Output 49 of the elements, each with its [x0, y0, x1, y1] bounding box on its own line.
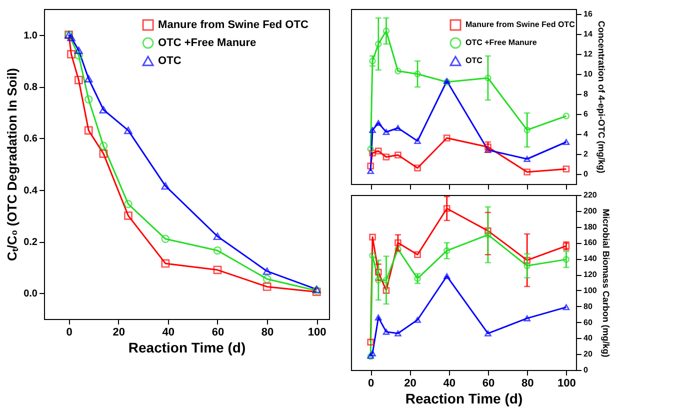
y-tick-label: 140 [584, 254, 598, 264]
x-tick-label: 100 [308, 326, 326, 338]
x-tick-label: 80 [261, 326, 274, 338]
x-axis-title: Reaction Time (d) [405, 390, 523, 406]
y-tick-label: 60 [584, 318, 593, 327]
y-tick-label: 1.0 [24, 30, 38, 42]
y-tick-label: 0 [584, 170, 588, 178]
y-tick-label: 100 [584, 286, 598, 295]
y-axis-title: Microbial Biomass Carbon (mg/kg) [600, 208, 611, 358]
y-tick-label: 14 [584, 30, 593, 38]
x-axis-title: Reaction Time (d) [128, 340, 246, 356]
y-tick-label: 16 [584, 10, 593, 18]
x-tick-label: 100 [558, 378, 576, 390]
y-tick-label: 10 [584, 70, 593, 78]
x-tick-label: 80 [521, 378, 534, 390]
y-tick-label: 180 [584, 222, 598, 232]
y-tick-label: 220 [584, 190, 598, 200]
y-tick-label: 8 [584, 90, 588, 98]
y-tick-label: 0.6 [24, 134, 38, 145]
legend-label: OTC [158, 55, 182, 67]
y-tick-label: 160 [584, 238, 598, 248]
x-tick-label: 0 [66, 326, 72, 338]
x-tick-label: 20 [404, 378, 416, 390]
legend-label: OTC +Free Manure [158, 37, 256, 49]
y-tick-label: 0 [584, 366, 588, 374]
y-tick-label: 2 [584, 150, 588, 158]
y-axis-title: Concentration of 4-epi-OTC (mg/kg) [596, 20, 606, 174]
x-tick-label: 60 [212, 326, 224, 338]
y-tick-label: 20 [584, 350, 593, 359]
x-tick-label: 40 [443, 378, 456, 390]
y-tick-label: 4 [584, 130, 588, 138]
y-tick-label: 0.8 [24, 82, 38, 93]
x-tick-label: 0 [368, 378, 374, 390]
y-tick-label: 0.0 [24, 288, 38, 300]
y-tick-label: 6 [584, 110, 588, 118]
x-tick-label: 40 [162, 326, 175, 338]
y-tick-label: 0.2 [24, 237, 38, 248]
y-tick-label: 0.4 [24, 185, 38, 196]
legend-label: OTC [466, 56, 483, 65]
y-tick-label: 80 [584, 302, 593, 311]
y-tick-label: 200 [584, 206, 598, 216]
legend-label: Manure from Swine Fed OTC [466, 20, 576, 29]
y-tick-label: 12 [584, 50, 593, 58]
y-axis-title: Cₜ/C₀ (OTC Degradation In Soil) [4, 68, 20, 262]
legend-label: Manure from Swine Fed OTC [158, 19, 308, 31]
x-tick-label: 60 [482, 378, 495, 390]
x-tick-label: 20 [112, 326, 125, 338]
legend-label: OTC +Free Manure [466, 38, 538, 47]
y-tick-label: 120 [584, 270, 598, 280]
